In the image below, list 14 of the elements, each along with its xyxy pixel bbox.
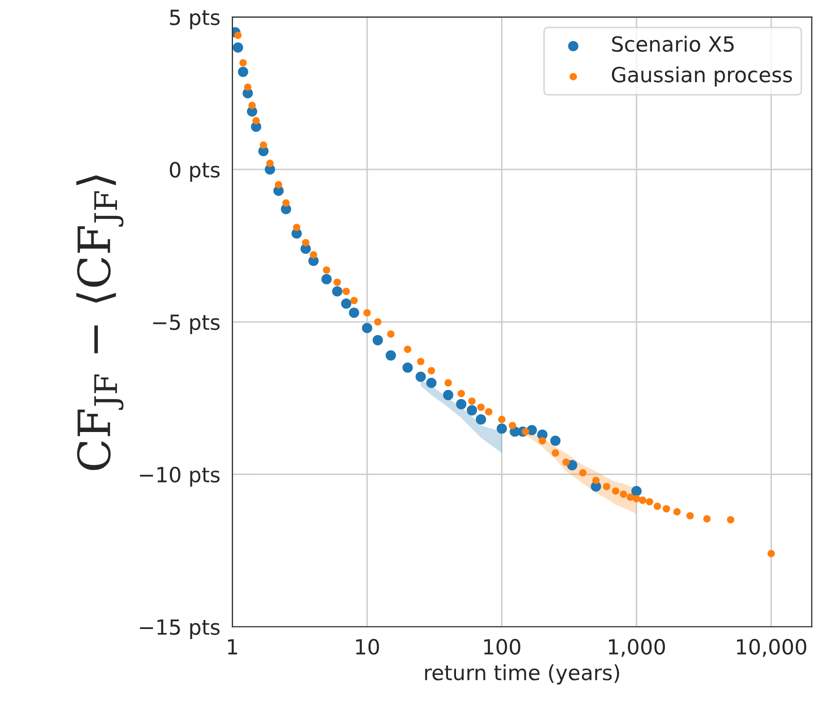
y-axis-title: CF$_{JF}$ − ⟨CF$_{JF}$⟩ [76,175,124,470]
x-tick-label: 1 [228,639,238,654]
y-tick-label: 0 pts [170,162,220,182]
y-tick-label: −5 pts [153,314,220,334]
y-tick-label: −10 pts [140,466,220,487]
legend-label: Scenario X5 [612,36,734,52]
x-tick-label: 100 [484,638,520,655]
legend-label: Gaussian process [612,66,792,87]
y-tick-label: −15 pts [140,619,220,640]
x-tick-label: 1,000 [608,638,665,657]
x-axis-title: return time (years) [425,664,620,684]
x-tick-label: 10,000 [737,638,806,657]
y-tick-label: 5 pts [170,10,220,30]
x-tick-label: 10 [356,638,379,655]
